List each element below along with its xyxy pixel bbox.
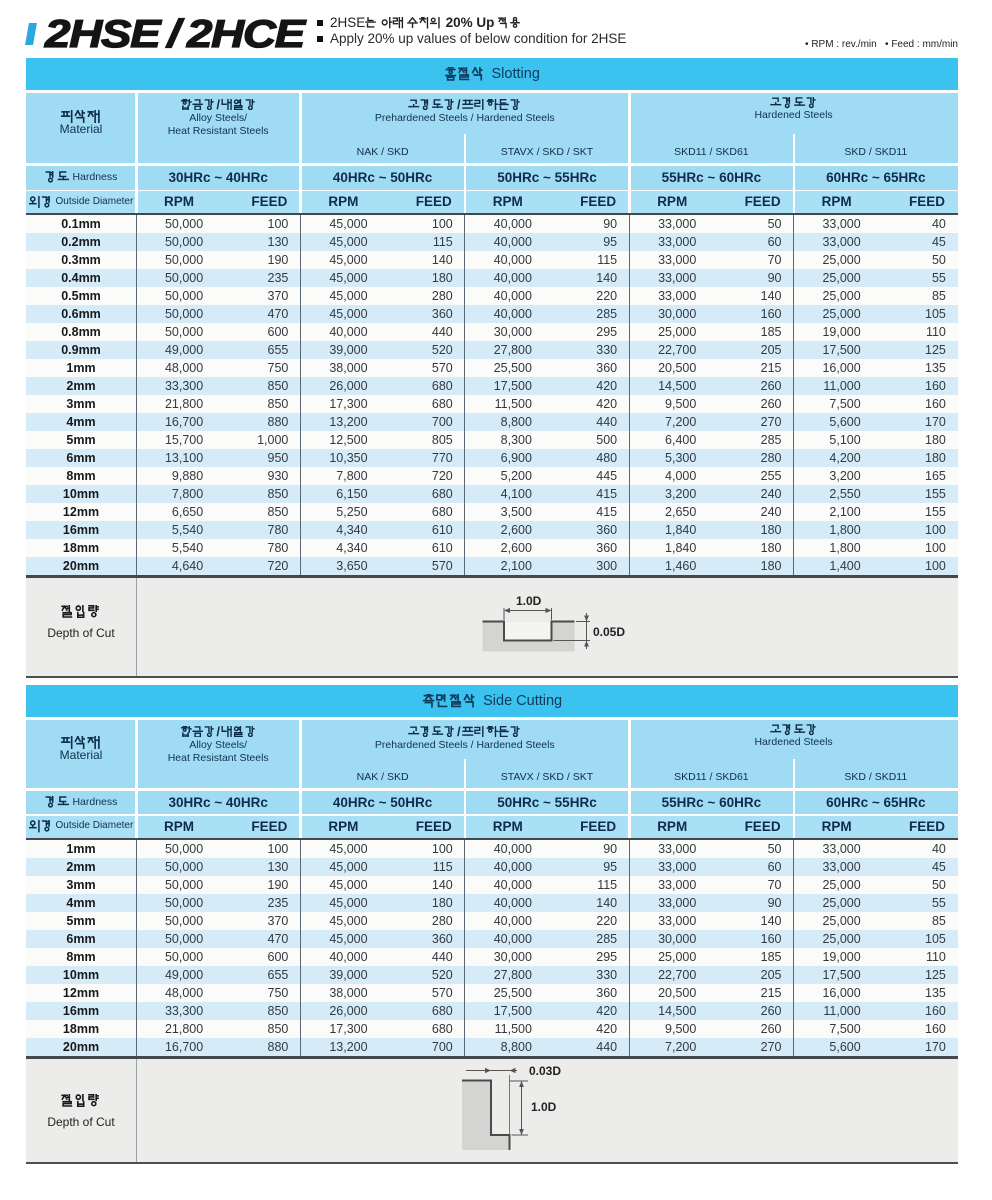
svg-text:1.0D: 1.0D bbox=[531, 1100, 557, 1114]
svg-text:0.05D: 0.05D bbox=[593, 625, 625, 639]
svg-text:0.03D: 0.03D bbox=[529, 1064, 561, 1078]
svg-text:1.0D: 1.0D bbox=[516, 594, 542, 608]
